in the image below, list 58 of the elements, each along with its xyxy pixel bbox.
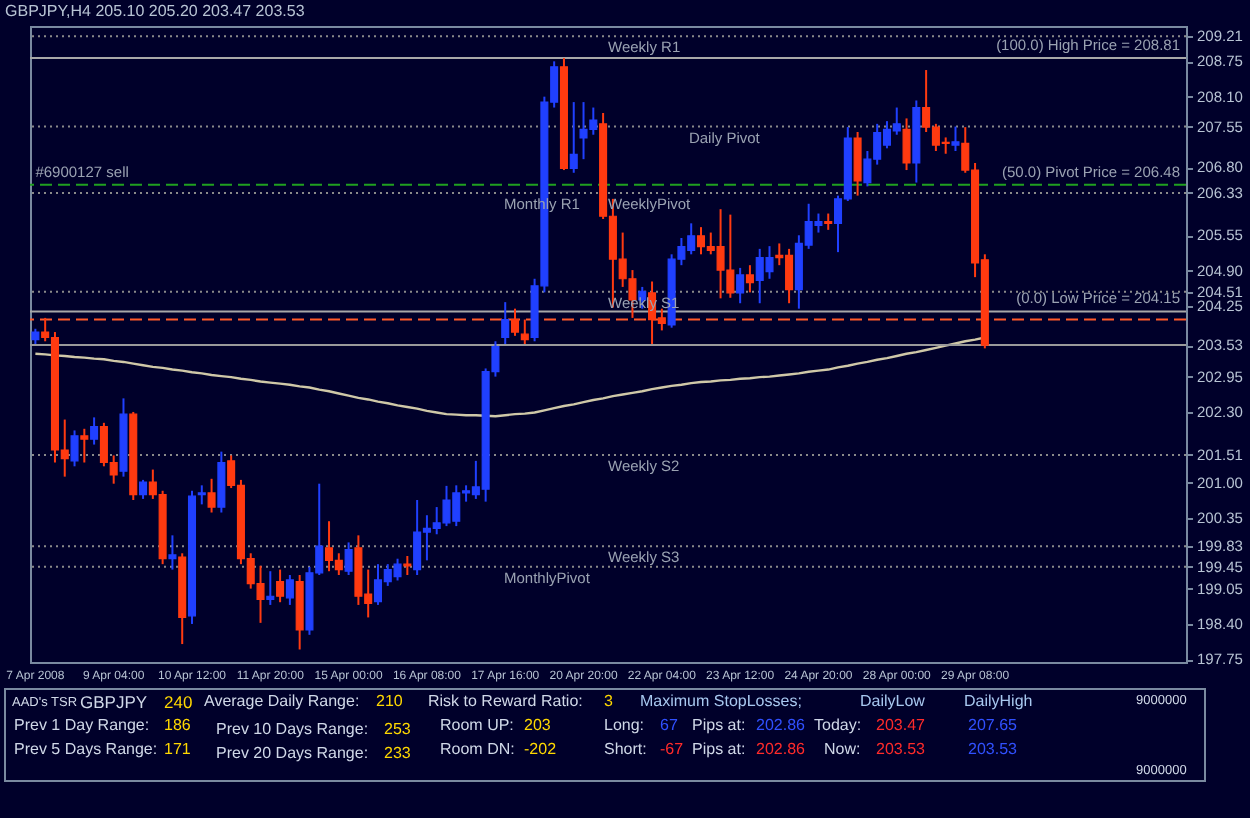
text: Long:: [604, 716, 645, 734]
text: -202: [524, 740, 558, 758]
text: Prev 1 Day Range:: [14, 716, 150, 734]
candlestick: [90, 416, 99, 446]
candlestick: [745, 264, 754, 294]
text: 203.47: [876, 716, 927, 734]
candlestick: [902, 117, 911, 172]
chart-title: GBPJPY,H4 205.10 205.20 203.47 203.53: [5, 2, 306, 20]
text: 203.53: [876, 740, 927, 758]
text: 171: [164, 740, 192, 758]
text: 210: [376, 692, 404, 710]
text: Now:: [824, 740, 861, 758]
text: 233: [384, 744, 412, 762]
text: Pips at:: [692, 740, 746, 758]
candlestick: [80, 427, 89, 464]
text: GBPJPY: [80, 692, 148, 712]
candlestick: [951, 125, 960, 153]
text: 67: [660, 716, 679, 734]
candlestick: [207, 477, 216, 514]
candlestick: [285, 574, 294, 606]
text: Room DN:: [440, 740, 515, 758]
candlestick: [139, 478, 148, 500]
candlestick: [266, 570, 275, 606]
candlestick: [501, 301, 510, 345]
text: Prev 10 Days Range:: [216, 720, 369, 738]
text: 186: [164, 716, 192, 734]
text: 203: [524, 716, 552, 734]
text: 240: [164, 692, 193, 712]
text: 202.86: [756, 716, 807, 734]
candlestick: [853, 131, 862, 197]
text: DailyLow: [860, 692, 926, 710]
text: 207.65: [968, 716, 1019, 734]
text: Today:: [814, 716, 862, 734]
candlestick: [736, 266, 745, 305]
text: Pips at:: [692, 716, 746, 734]
text: 3: [604, 692, 614, 710]
text: Prev 20 Days Range:: [216, 744, 369, 762]
candlestick: [168, 534, 177, 571]
text: Average Daily Range:: [204, 692, 360, 710]
text: DailyHigh: [964, 692, 1033, 710]
candlestick: [217, 450, 226, 514]
candlestick: [276, 568, 285, 604]
line-series: [34, 336, 987, 418]
candlestick: [344, 541, 353, 577]
text: Prev 5 Days Range:: [14, 740, 158, 758]
text: Short:: [604, 740, 647, 758]
text: Room UP:: [440, 716, 514, 734]
candlestick: [520, 318, 529, 345]
candlestick: [197, 484, 206, 506]
text: 202.86: [756, 740, 807, 758]
text: 253: [384, 720, 412, 738]
candlestick: [569, 101, 578, 174]
text: Risk to Reward Ratio:: [428, 692, 583, 710]
candlestick: [510, 307, 520, 337]
text: Maximum StopLosses;: [640, 692, 802, 710]
candlestick: [70, 429, 79, 468]
text: -67: [660, 740, 685, 758]
text: 203.53: [968, 740, 1019, 758]
